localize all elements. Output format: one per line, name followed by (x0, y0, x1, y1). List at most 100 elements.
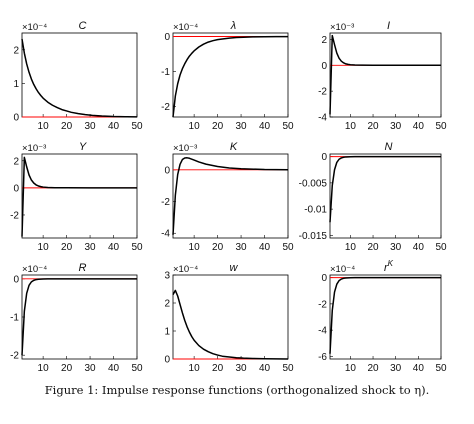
x-tick-label: 50 (282, 363, 294, 374)
plot-frame (329, 153, 442, 239)
y-tick-label: -6 (318, 352, 327, 363)
x-tick-label: 10 (189, 121, 201, 132)
panel-title: C (79, 20, 87, 32)
x-tick-label: 40 (108, 121, 120, 132)
y-tick-label: 2 (164, 299, 170, 310)
axis-exponent-label: ×10⁻⁴ (173, 22, 198, 33)
panel-title: Y (79, 141, 87, 153)
y-tick-label: 0 (164, 355, 170, 366)
panel-title: λ (230, 20, 236, 32)
response-line (172, 35, 289, 118)
x-tick-label: 30 (390, 121, 402, 132)
plot-frame (21, 274, 138, 360)
x-tick-label: 30 (84, 242, 96, 253)
plot-frame (172, 274, 289, 360)
x-tick-label: 20 (61, 121, 73, 132)
plot-frame (21, 32, 138, 118)
y-tick-label: 1 (164, 327, 170, 338)
panel-9: 10 20 30 40 50 -6 -4 -2 0×10⁻⁴ rK (318, 259, 447, 374)
y-tick-label: -2 (161, 197, 170, 208)
x-tick-label: 50 (131, 363, 143, 374)
response-line (172, 157, 289, 235)
x-tick-label: 30 (235, 242, 247, 253)
panel-title: I (387, 20, 390, 32)
axis-exponent-label: ×10⁻³ (22, 143, 46, 154)
panel-8: 10 20 30 40 50 0 1 2 3×10⁻⁴ w (164, 262, 294, 374)
y-tick-label: -1 (10, 313, 19, 324)
y-tick-label: 0 (164, 32, 170, 43)
x-tick-label: 40 (259, 121, 271, 132)
x-tick-label: 40 (108, 242, 120, 253)
response-line (329, 155, 441, 223)
y-tick-label: -1 (161, 67, 170, 78)
figure-caption: Figure 1: Impulse response functions (or… (44, 383, 430, 397)
panel-6: 10 20 30 40 50 -0.015 -0.01 -0.005 0 N (299, 141, 447, 253)
x-tick-label: 50 (131, 121, 143, 132)
panel-title: K (230, 141, 238, 153)
axis-exponent-label: ×10⁻⁴ (330, 264, 355, 275)
x-tick-label: 30 (84, 121, 96, 132)
plot-frame (329, 274, 442, 360)
x-tick-label: 40 (413, 121, 425, 132)
response-line (21, 38, 138, 118)
axis-exponent-label: ×10⁻⁴ (22, 22, 47, 33)
y-tick-label: 2 (13, 156, 19, 167)
panel-4: 10 20 30 40 50 -2 0 2×10⁻³ Y (10, 141, 143, 253)
y-tick-label: 0 (321, 273, 327, 284)
x-tick-label: 50 (282, 121, 294, 132)
panel-1: 10 20 30 40 50 0 1 2 ×10⁻⁴ C (13, 20, 143, 132)
y-tick-label: -2 (10, 351, 19, 362)
panel-3: 10 20 30 40 50 -4 -2 0 2×10⁻³ I (318, 20, 447, 132)
x-tick-label: 20 (61, 363, 73, 374)
x-tick-label: 30 (235, 363, 247, 374)
x-tick-label: 10 (345, 121, 357, 132)
x-tick-label: 30 (390, 363, 402, 374)
y-tick-label: 3 (164, 271, 170, 282)
response-line (172, 289, 289, 360)
y-tick-label: 0 (164, 165, 170, 176)
x-tick-label: 10 (189, 242, 201, 253)
y-tick-label: -0.005 (299, 178, 328, 189)
x-tick-label: 20 (367, 121, 379, 132)
y-tick-label: -2 (161, 102, 170, 113)
y-tick-label: -0.015 (299, 231, 328, 242)
panel-title: w (230, 262, 239, 274)
y-tick-label: -4 (161, 229, 170, 240)
y-tick-label: -2 (10, 210, 19, 221)
panel-2: 10 20 30 40 50 -2 -1 0×10⁻⁴ λ (161, 20, 294, 132)
x-tick-label: 30 (235, 121, 247, 132)
x-tick-label: 50 (282, 242, 294, 253)
x-tick-label: 50 (435, 242, 447, 253)
x-tick-label: 30 (84, 363, 96, 374)
plot-frame (172, 153, 289, 239)
x-tick-label: 20 (212, 363, 224, 374)
x-tick-label: 10 (38, 363, 50, 374)
x-tick-label: 40 (413, 242, 425, 253)
panel-title: R (79, 262, 87, 274)
plot-frame (21, 153, 138, 239)
response-line (329, 276, 441, 354)
response-line (329, 34, 441, 115)
y-tick-label: 0 (321, 152, 327, 163)
y-tick-label: -2 (318, 299, 327, 310)
panel-title: N (385, 141, 393, 153)
plot-frame (172, 32, 289, 118)
x-tick-label: 50 (435, 363, 447, 374)
panel-7: 10 20 30 40 50 -2 -1 0×10⁻⁴ R (10, 262, 143, 374)
y-tick-label: 0 (13, 113, 19, 124)
axis-exponent-label: ×10⁻³ (173, 143, 197, 154)
x-tick-label: 40 (259, 363, 271, 374)
x-tick-label: 50 (131, 242, 143, 253)
x-tick-label: 10 (345, 363, 357, 374)
panel-title: rK (384, 259, 394, 274)
x-tick-label: 20 (61, 242, 73, 253)
x-tick-label: 20 (212, 121, 224, 132)
x-tick-label: 10 (38, 242, 50, 253)
y-tick-label: 0 (321, 61, 327, 72)
x-tick-label: 10 (345, 242, 357, 253)
x-tick-label: 40 (108, 363, 120, 374)
axis-exponent-label: ×10⁻⁴ (22, 264, 47, 275)
x-tick-label: 30 (390, 242, 402, 253)
y-tick-label: -4 (318, 113, 327, 124)
